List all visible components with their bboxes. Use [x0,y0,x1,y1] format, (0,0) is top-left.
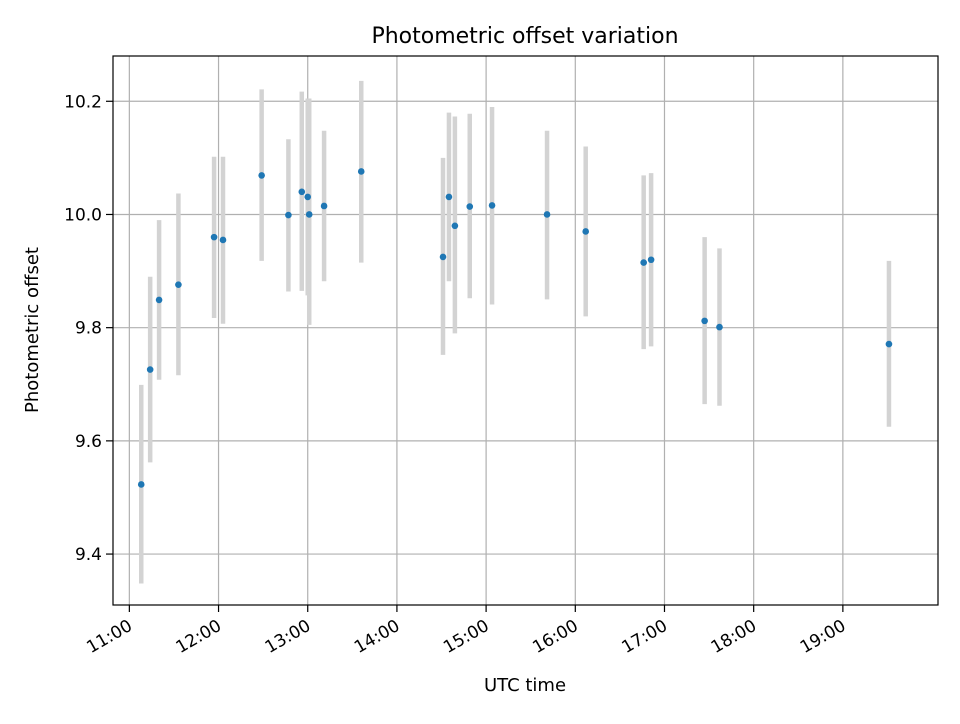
data-point [210,233,218,241]
data-point [466,203,474,210]
data-points [137,168,893,488]
data-point [137,481,145,488]
x-axis-label: UTC time [484,675,566,696]
data-point [647,256,655,264]
y-tick-label: 9.6 [75,432,102,452]
data-point [320,202,328,210]
data-point [445,193,453,201]
data-point [146,366,154,373]
data-point [885,340,893,348]
chart-title: Photometric offset variation [371,24,678,49]
grid [113,56,938,605]
y-axis-label: Photometric offset [22,247,43,413]
y-tick-label: 9.4 [75,545,102,565]
data-point [439,253,447,261]
data-point [285,211,292,219]
data-point [219,236,227,244]
data-point [582,228,590,235]
data-point [155,296,163,304]
data-point [304,193,312,201]
y-tick-label: 10.0 [64,205,102,225]
data-point [305,211,313,218]
data-point [298,188,306,196]
data-point [640,259,647,266]
data-point [716,323,723,331]
data-point [451,222,459,230]
data-point [258,172,265,179]
data-point [701,317,708,325]
y-axis-ticks: 9.4 9.6 9.8 10.0 10.2 [64,92,113,565]
data-point [357,168,365,175]
y-tick-label: 9.8 [75,319,102,339]
data-point [175,281,182,288]
y-tick-label: 10.2 [64,92,102,112]
data-point [488,202,496,209]
data-point [543,211,551,218]
plot-frame [112,55,939,606]
